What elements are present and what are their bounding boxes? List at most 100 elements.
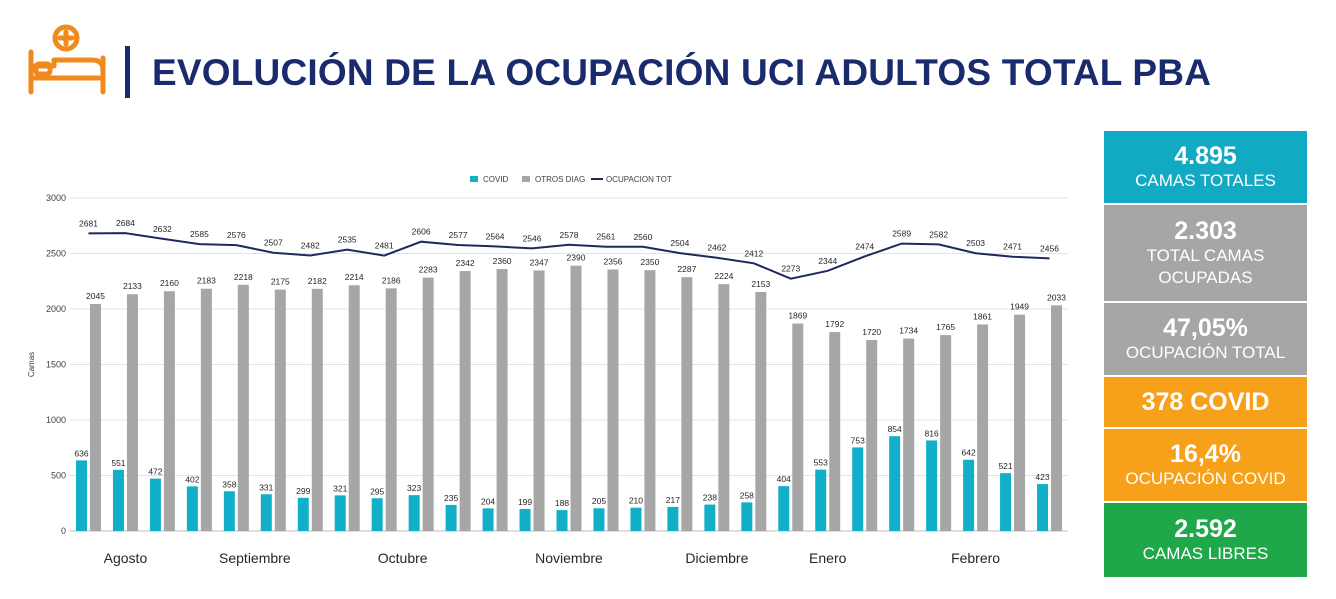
ocupacion-tot-data-label: 2471 <box>1003 242 1022 252</box>
covid-data-label: 753 <box>851 435 865 445</box>
otros-diag-data-label: 2350 <box>640 257 659 267</box>
covid-bar <box>223 491 235 531</box>
otros-diag-bar <box>644 270 656 531</box>
stat-card: 2.592 CAMAS LIBRES <box>1104 503 1307 579</box>
ocupacion-tot-data-label: 2462 <box>707 243 726 253</box>
otros-diag-data-label: 2183 <box>197 276 216 286</box>
stat-value: 378 COVID <box>1141 388 1270 416</box>
covid-data-label: 295 <box>370 486 384 496</box>
ocupacion-tot-line <box>88 232 1050 280</box>
y-tick-label: 1000 <box>46 415 66 425</box>
otros-diag-bar <box>718 284 730 531</box>
stat-card: 4.895 CAMAS TOTALES <box>1104 131 1307 205</box>
y-tick-label: 0 <box>61 526 66 536</box>
otros-diag-bar <box>792 323 804 531</box>
otros-diag-data-label: 2224 <box>714 271 733 281</box>
otros-diag-data-label: 2342 <box>456 258 475 268</box>
otros-diag-bar <box>1051 305 1063 531</box>
otros-diag-data-label: 2033 <box>1047 292 1066 302</box>
ocupacion-tot-data-label: 2474 <box>855 241 874 251</box>
otros-diag-bar <box>89 304 101 531</box>
otros-diag-data-label: 2356 <box>604 256 623 266</box>
covid-data-label: 854 <box>888 424 902 434</box>
otros-diag-data-label: 1869 <box>788 311 807 321</box>
covid-data-label: 642 <box>961 448 975 458</box>
stat-card: 47,05% OCUPACIÓN TOTAL <box>1104 303 1307 377</box>
otros-diag-data-label: 1720 <box>862 327 881 337</box>
otros-diag-bar <box>311 288 323 531</box>
otros-diag-data-label: 2214 <box>345 272 364 282</box>
stat-label: TOTAL CAMAS OCUPADAS <box>1146 246 1265 287</box>
ocupacion-tot-data-label: 2582 <box>929 229 948 239</box>
month-label: Noviembre <box>535 550 603 566</box>
covid-data-label: 299 <box>296 486 310 496</box>
covid-bar <box>408 495 420 531</box>
ocupacion-tot-data-label: 2632 <box>153 224 172 234</box>
otros-diag-bar <box>459 271 471 531</box>
covid-bar <box>630 507 642 531</box>
covid-data-label: 553 <box>814 458 828 468</box>
covid-bar <box>889 436 901 531</box>
ocupacion-tot-data-label: 2561 <box>597 232 616 242</box>
stat-value: 2.303 <box>1174 217 1237 245</box>
covid-bar <box>75 460 87 531</box>
covid-bar <box>556 510 568 531</box>
occupancy-chart: 0 500 1000 1500 2000 2500 3000 Camas 636 2045 551 2… <box>27 175 1068 566</box>
covid-data-label: 404 <box>777 474 791 484</box>
hospital-bed-icon <box>28 24 106 95</box>
otros-diag-bar <box>126 294 138 531</box>
otros-diag-data-label: 1734 <box>899 326 918 336</box>
covid-data-label: 258 <box>740 490 754 500</box>
legend-swatch <box>470 176 478 182</box>
legend-swatch <box>522 176 530 182</box>
legend-label: OTROS DIAG <box>535 175 585 184</box>
ocupacion-tot-data-label: 2482 <box>301 240 320 250</box>
otros-diag-bar <box>385 288 397 531</box>
otros-diag-data-label: 2045 <box>86 291 105 301</box>
covid-bar <box>593 508 605 531</box>
covid-bar <box>371 498 383 531</box>
covid-data-label: 472 <box>148 467 162 477</box>
ocupacion-tot-data-label: 2578 <box>560 230 579 240</box>
ocupacion-tot-data-label: 2504 <box>670 238 689 248</box>
ocupacion-tot-data-label: 2546 <box>523 233 542 243</box>
otros-diag-bar <box>237 284 249 531</box>
otros-diag-data-label: 2133 <box>123 281 142 291</box>
covid-data-label: 402 <box>185 474 199 484</box>
otros-diag-data-label: 2160 <box>160 278 179 288</box>
covid-bar <box>260 494 272 531</box>
month-label: Septiembre <box>219 550 291 566</box>
covid-bar <box>1037 484 1049 531</box>
ocupacion-tot-data-label: 2564 <box>486 231 505 241</box>
y-tick-label: 2500 <box>46 249 66 259</box>
covid-bar <box>926 440 938 531</box>
covid-data-label: 423 <box>1035 472 1049 482</box>
covid-data-label: 188 <box>555 498 569 508</box>
otros-diag-data-label: 2218 <box>234 272 253 282</box>
y-tick-label: 2000 <box>46 304 66 314</box>
ocupacion-tot-data-label: 2585 <box>190 229 209 239</box>
ocupacion-tot-data-label: 2577 <box>449 230 468 240</box>
stat-value: 2.592 <box>1174 515 1237 543</box>
legend-label: OCUPACION TOT <box>606 175 672 184</box>
ocupacion-tot-data-label: 2456 <box>1040 243 1059 253</box>
otros-diag-bar <box>422 277 434 531</box>
stat-label: OCUPACIÓN COVID <box>1125 469 1286 488</box>
ocupacion-tot-data-label: 2576 <box>227 230 246 240</box>
covid-data-label: 321 <box>333 483 347 493</box>
otros-diag-data-label: 1949 <box>1010 302 1029 312</box>
otros-diag-bar <box>866 340 878 531</box>
covid-bar <box>704 504 716 531</box>
ocupacion-tot-data-label: 2503 <box>966 238 985 248</box>
otros-diag-data-label: 1792 <box>825 319 844 329</box>
otros-diag-data-label: 2186 <box>382 275 401 285</box>
covid-data-label: 199 <box>518 497 532 507</box>
y-tick-label: 1500 <box>46 360 66 370</box>
otros-diag-bar <box>607 269 619 531</box>
ocupacion-tot-data-label: 2560 <box>633 232 652 242</box>
otros-diag-bar <box>1014 314 1026 531</box>
covid-bar <box>778 486 790 531</box>
otros-diag-data-label: 2390 <box>567 253 586 263</box>
ocupacion-tot-data-label: 2606 <box>412 227 431 237</box>
covid-bar <box>297 497 309 531</box>
